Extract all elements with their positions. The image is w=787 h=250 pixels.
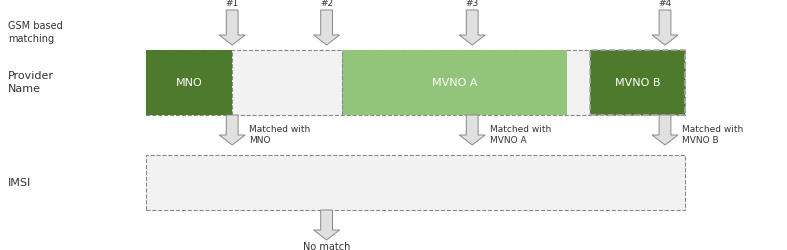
FancyArrow shape xyxy=(652,115,678,145)
FancyArrow shape xyxy=(313,210,340,240)
Bar xyxy=(146,155,685,210)
FancyArrow shape xyxy=(460,10,485,45)
Bar xyxy=(146,50,232,115)
Text: Matching
Request
#2: Matching Request #2 xyxy=(305,0,348,8)
Text: Matched with
MVNO B: Matched with MVNO B xyxy=(682,125,744,145)
Text: MNO: MNO xyxy=(176,78,202,88)
Text: Matched with
MVNO A: Matched with MVNO A xyxy=(490,125,551,145)
Text: IMSI: IMSI xyxy=(8,178,31,188)
FancyArrow shape xyxy=(219,10,246,45)
Text: GSM based
matching: GSM based matching xyxy=(8,21,63,44)
Text: Matching
Request
#3: Matching Request #3 xyxy=(451,0,493,8)
Text: Matched with
MNO: Matched with MNO xyxy=(249,125,311,145)
FancyArrow shape xyxy=(460,115,485,145)
FancyArrow shape xyxy=(313,10,340,45)
Bar xyxy=(590,50,685,115)
Text: Matching
Request
#1: Matching Request #1 xyxy=(211,0,253,8)
Bar xyxy=(342,50,567,115)
FancyArrow shape xyxy=(652,10,678,45)
Text: Provider
Name: Provider Name xyxy=(8,71,54,94)
Bar xyxy=(146,50,685,115)
Text: MVNO A: MVNO A xyxy=(432,78,477,88)
FancyArrow shape xyxy=(219,115,246,145)
Text: Matching
Request
#4: Matching Request #4 xyxy=(644,0,686,8)
Text: No match: No match xyxy=(303,242,350,250)
Text: MVNO B: MVNO B xyxy=(615,78,660,88)
